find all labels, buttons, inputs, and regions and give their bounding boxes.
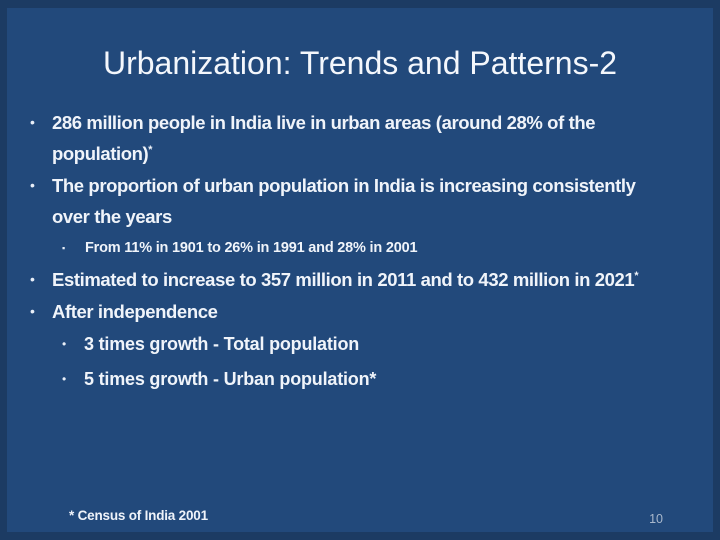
footnote-asterisk: *	[634, 269, 639, 282]
round-bullet-icon: •	[30, 114, 35, 130]
round-bullet-icon: •	[30, 177, 35, 193]
bullet-text: After independence	[52, 296, 652, 327]
bullet-text: 286 million people in India live in urba…	[52, 107, 652, 169]
footnote: * Census of India 2001	[69, 508, 208, 523]
bullet-item-2: • The proportion of urban population in …	[30, 170, 670, 232]
bullet-item-3: • Estimated to increase to 357 million i…	[30, 264, 670, 295]
slide-background: Urbanization: Trends and Patterns-2 • 28…	[7, 8, 713, 532]
bullet-text-body: 286 million people in India live in urba…	[52, 112, 596, 164]
bullet-text-body: 3 times growth - Total population	[84, 334, 360, 354]
round-bullet-icon: •	[30, 303, 35, 319]
sub-bullet-item-3: • 5 times growth - Urban population*	[62, 363, 670, 396]
bullet-text: Estimated to increase to 357 million in …	[52, 264, 652, 295]
bullet-item-1: • 286 million people in India live in ur…	[30, 107, 670, 169]
page-number: 10	[649, 512, 663, 526]
bullet-text: The proportion of urban population in In…	[52, 170, 652, 232]
bullet-text-body: The proportion of urban population in In…	[52, 175, 636, 227]
bullet-text-body: Estimated to increase to 357 million in …	[52, 269, 635, 290]
sub-bullet-item-1: ▪ From 11% in 1901 to 26% in 1991 and 28…	[62, 233, 670, 263]
round-bullet-icon: •	[30, 271, 35, 287]
bullet-list: • 286 million people in India live in ur…	[30, 107, 670, 398]
bullet-text-body: From 11% in 1901 to 26% in 1991 and 28% …	[85, 240, 418, 256]
slide-title: Urbanization: Trends and Patterns-2	[102, 45, 618, 81]
round-bullet-icon: •	[62, 372, 67, 386]
footnote-asterisk: *	[148, 143, 153, 156]
bullet-item-4: • After independence	[30, 296, 670, 327]
bullet-text: From 11% in 1901 to 26% in 1991 and 28% …	[85, 233, 418, 263]
bullet-text-body: After independence	[52, 301, 218, 322]
bullet-text: 5 times growth - Urban population*	[84, 363, 376, 396]
round-bullet-icon: •	[62, 337, 67, 351]
sub-bullet-item-2: • 3 times growth - Total population	[62, 328, 670, 361]
square-bullet-icon: ▪	[62, 243, 66, 253]
bullet-text: 3 times growth - Total population	[84, 328, 359, 361]
bullet-text-body: 5 times growth - Urban population*	[84, 369, 377, 389]
